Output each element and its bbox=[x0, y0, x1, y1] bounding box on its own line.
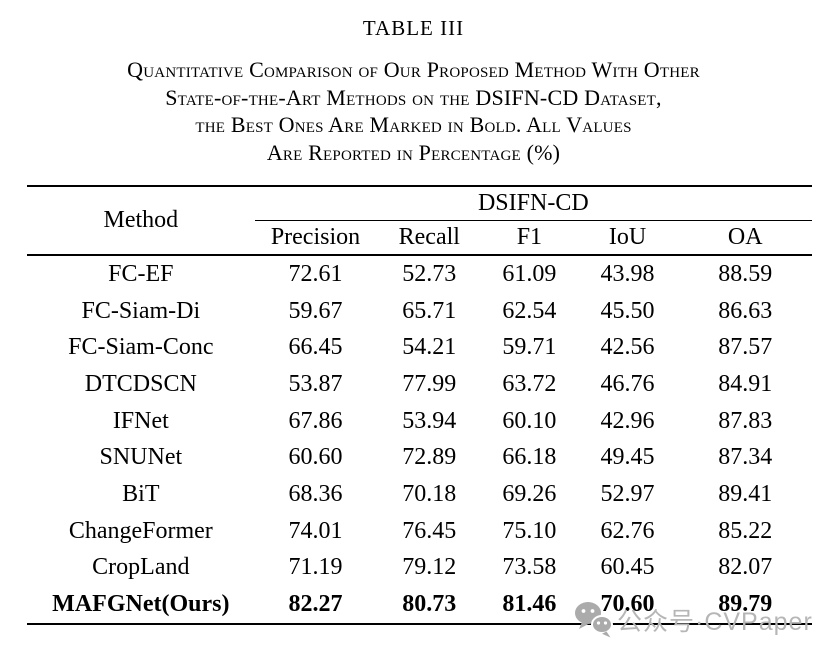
value-cell: 87.34 bbox=[718, 444, 773, 471]
value-cell: 77.99 bbox=[402, 370, 457, 397]
watermark-text: 公众号·CVPaper bbox=[617, 607, 813, 636]
table-row: CropLand 71.19 79.12 73.58 60.45 82.07 bbox=[27, 550, 812, 587]
column-header-oa: OA bbox=[678, 220, 812, 256]
value-cell: 82.27 bbox=[288, 591, 343, 618]
caption-line-2: State-of-the-Art Methods on the DSIFN-CD… bbox=[165, 84, 662, 110]
value-cell: 62.76 bbox=[600, 517, 655, 544]
method-cell: SNUNet bbox=[99, 444, 183, 471]
method-cell: DTCDSCN bbox=[84, 370, 197, 397]
value-cell: 43.98 bbox=[600, 260, 655, 287]
value-cell: 65.71 bbox=[402, 297, 457, 324]
value-cell: 74.01 bbox=[288, 517, 343, 544]
table-row: SNUNet 60.60 72.89 66.18 49.45 87.34 bbox=[27, 439, 812, 476]
column-header-iou: IoU bbox=[576, 220, 679, 256]
table-row: DTCDSCN 53.87 77.99 63.72 46.76 84.91 bbox=[27, 366, 812, 403]
wechat-icon bbox=[575, 602, 613, 638]
table-row: BiT 68.36 70.18 69.26 52.97 89.41 bbox=[27, 476, 812, 513]
value-cell: 87.57 bbox=[718, 334, 773, 361]
column-header-recall: Recall bbox=[376, 220, 483, 256]
value-cell: 60.60 bbox=[288, 444, 343, 471]
value-cell: 52.97 bbox=[600, 480, 655, 507]
dataset-group-header: DSIFN-CD bbox=[254, 186, 812, 221]
value-cell: 80.73 bbox=[402, 591, 457, 618]
value-cell: 81.46 bbox=[502, 591, 557, 618]
results-table: Method DSIFN-CD Precision Recall F1 IoU … bbox=[27, 185, 812, 625]
value-cell: 59.67 bbox=[288, 297, 343, 324]
method-cell: FC-Siam-Di bbox=[81, 297, 201, 324]
value-cell: 49.45 bbox=[600, 444, 655, 471]
value-cell: 66.45 bbox=[288, 334, 343, 361]
value-cell: 69.26 bbox=[502, 480, 557, 507]
value-cell: 75.10 bbox=[502, 517, 557, 544]
value-cell: 72.61 bbox=[288, 260, 343, 287]
method-cell: ChangeFormer bbox=[68, 517, 213, 544]
value-cell: 85.22 bbox=[718, 517, 773, 544]
value-cell: 42.56 bbox=[600, 334, 655, 361]
caption-line-1: Quantitative Comparison of Our Proposed … bbox=[127, 57, 700, 82]
table-row: FC-Siam-Di 59.67 65.71 62.54 45.50 86.63 bbox=[27, 293, 812, 330]
value-cell: 53.87 bbox=[288, 370, 343, 397]
table-body: FC-EF 72.61 52.73 61.09 43.98 88.59 FC-Siam-Di… bbox=[27, 255, 812, 624]
value-cell: 46.76 bbox=[600, 370, 655, 397]
value-cell: 67.86 bbox=[288, 407, 343, 434]
value-cell: 86.63 bbox=[718, 297, 773, 324]
value-cell: 60.10 bbox=[502, 407, 557, 434]
value-cell: 84.91 bbox=[718, 370, 773, 397]
value-cell: 70.18 bbox=[402, 480, 457, 507]
column-header-precision: Precision bbox=[254, 220, 377, 256]
table-row: MAFGNet(Ours) 82.27 80.73 81.46 70.60 89.79 bbox=[27, 586, 812, 624]
table-caption: Quantitative Comparison of Our Proposed … bbox=[0, 56, 827, 166]
value-cell: 88.59 bbox=[718, 260, 773, 287]
value-cell: 53.94 bbox=[402, 407, 457, 434]
watermark: 公众号·CVPaper bbox=[573, 599, 813, 640]
value-cell: 59.71 bbox=[502, 334, 557, 361]
table-row: IFNet 67.86 53.94 60.10 42.96 87.83 bbox=[27, 403, 812, 440]
value-cell: 66.18 bbox=[502, 444, 557, 471]
method-cell: MAFGNet(Ours) bbox=[52, 591, 230, 618]
value-cell: 63.72 bbox=[502, 370, 557, 397]
value-cell: 45.50 bbox=[600, 297, 655, 324]
method-cell: CropLand bbox=[92, 554, 190, 581]
value-cell: 42.96 bbox=[600, 407, 655, 434]
value-cell: 62.54 bbox=[502, 297, 557, 324]
method-cell: BiT bbox=[122, 480, 160, 507]
method-column-header: Method bbox=[27, 186, 255, 256]
value-cell: 54.21 bbox=[402, 334, 457, 361]
table-number-title: TABLE III bbox=[362, 16, 465, 40]
caption-line-3: the Best Ones Are Marked in Bold. All Va… bbox=[195, 112, 632, 137]
method-cell: FC-Siam-Conc bbox=[68, 334, 214, 361]
value-cell: 52.73 bbox=[402, 260, 457, 287]
table-row: ChangeFormer 74.01 76.45 75.10 62.76 85.22 bbox=[27, 513, 812, 550]
value-cell: 76.45 bbox=[402, 517, 457, 544]
header-row-group: Method DSIFN-CD bbox=[27, 186, 812, 256]
value-cell: 87.83 bbox=[718, 407, 773, 434]
value-cell: 79.12 bbox=[402, 554, 457, 581]
table-row: FC-Siam-Conc 66.45 54.21 59.71 42.56 87.57 bbox=[27, 329, 812, 366]
value-cell: 89.41 bbox=[718, 480, 773, 507]
method-cell: FC-EF bbox=[108, 260, 174, 287]
method-cell: IFNet bbox=[112, 407, 169, 434]
value-cell: 89.79 bbox=[718, 591, 773, 618]
table-row: FC-EF 72.61 52.73 61.09 43.98 88.59 bbox=[27, 255, 812, 293]
value-cell: 82.07 bbox=[718, 554, 773, 581]
caption-line-4: Are Reported in Percentage (%) bbox=[266, 139, 561, 165]
header-row-metrics: Precision Recall F1 IoU OA bbox=[27, 220, 812, 256]
column-header-f1: F1 bbox=[482, 220, 577, 256]
value-cell: 68.36 bbox=[288, 480, 343, 507]
value-cell: 72.89 bbox=[402, 444, 457, 471]
value-cell: 71.19 bbox=[288, 554, 343, 581]
value-cell: 70.60 bbox=[600, 591, 655, 618]
value-cell: 60.45 bbox=[600, 554, 655, 581]
value-cell: 73.58 bbox=[502, 554, 557, 581]
value-cell: 61.09 bbox=[502, 260, 557, 287]
